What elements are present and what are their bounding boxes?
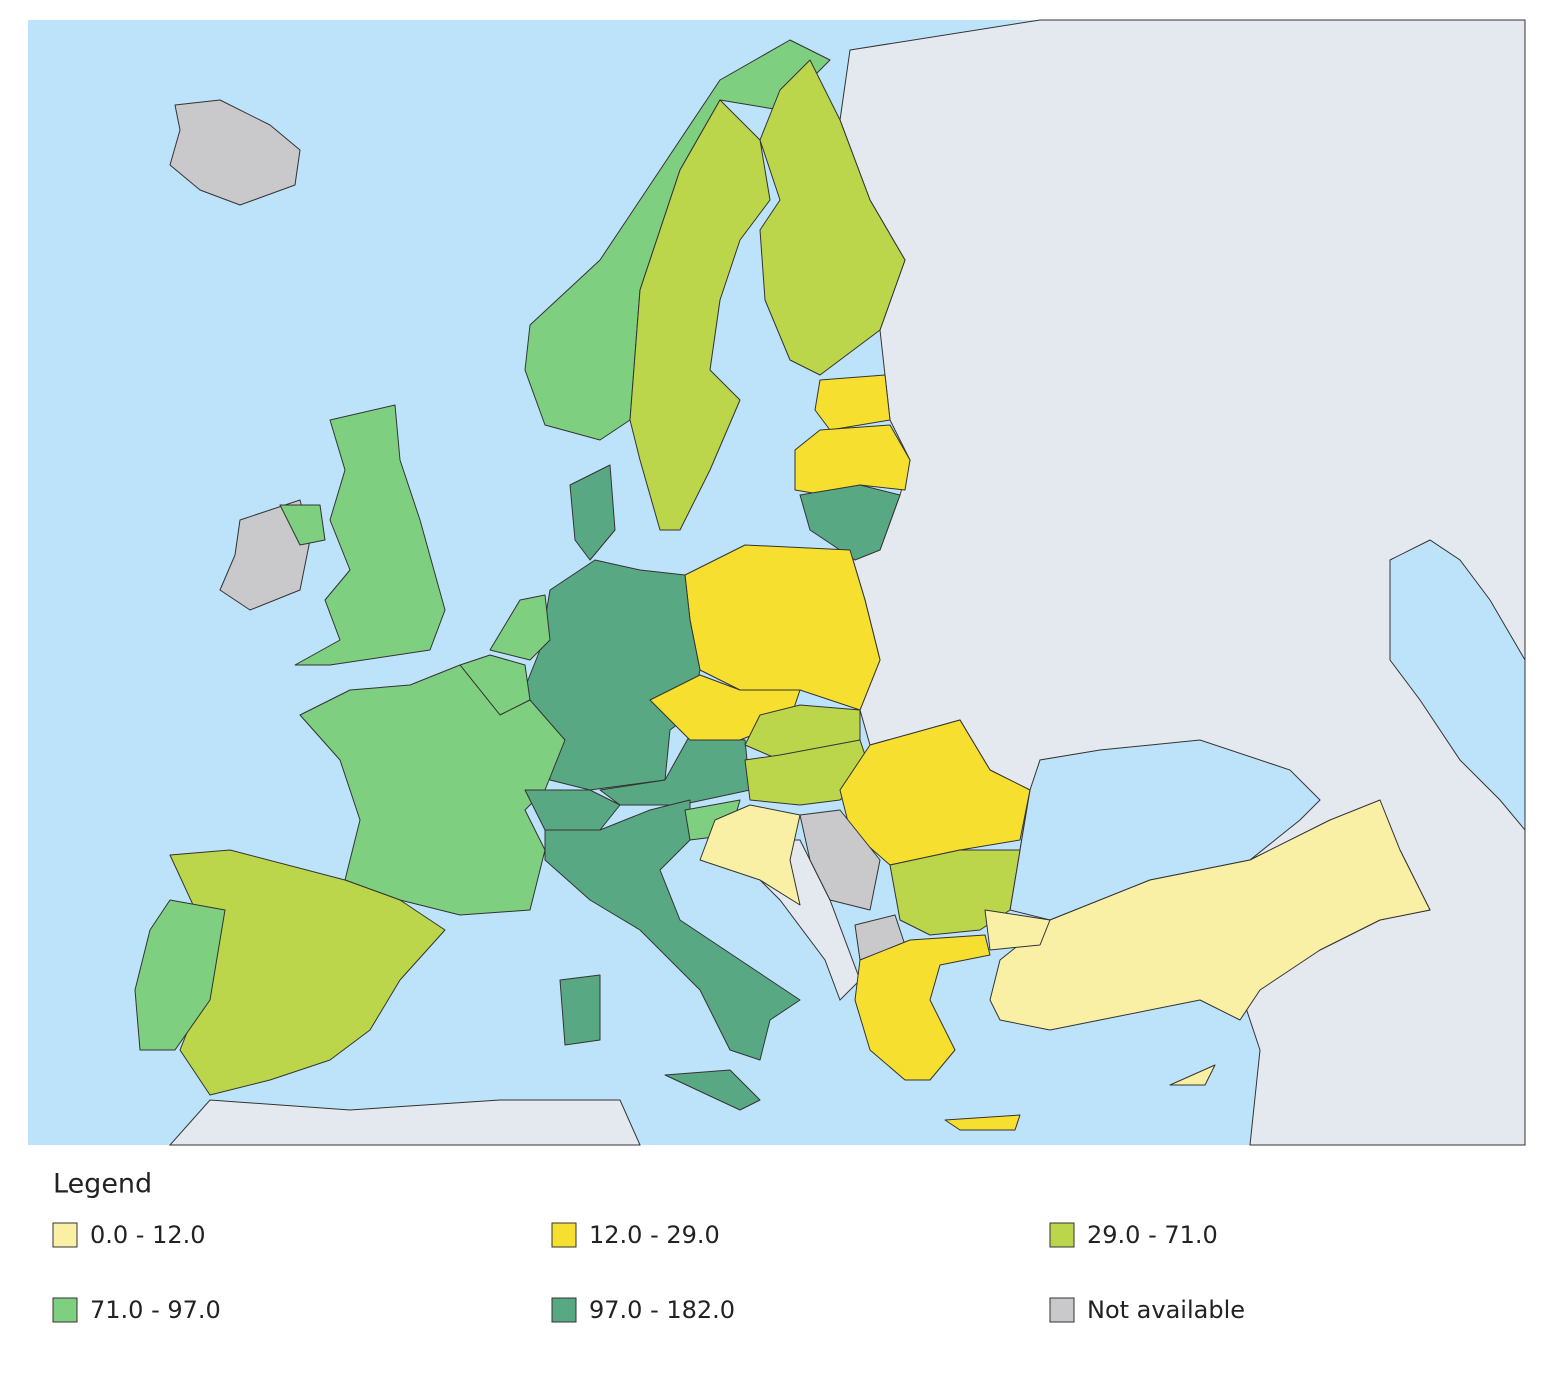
turkey	[989, 799, 1431, 1031]
france	[299, 664, 566, 916]
united-kingdom	[294, 404, 446, 666]
legend-swatch	[551, 1297, 577, 1323]
croatia	[699, 804, 801, 906]
legend-swatch	[1049, 1222, 1075, 1248]
sardinia	[559, 974, 601, 1046]
greece	[854, 934, 991, 1081]
legend: 0.0 - 12.0 12.0 - 29.0 29.0 - 71.0 71.0 - 9…	[52, 1221, 1245, 1324]
legend-label: 29.0 - 71.0	[1087, 1221, 1218, 1249]
legend-title: Legend	[53, 1169, 152, 1200]
crete	[944, 1114, 1021, 1131]
lithuania	[799, 484, 901, 561]
legend-label: 0.0 - 12.0	[90, 1221, 206, 1249]
iceland	[169, 99, 301, 206]
sweden	[629, 99, 771, 531]
turkey-europe	[984, 909, 1051, 951]
switzerland	[524, 789, 621, 831]
legend-label: 71.0 - 97.0	[90, 1296, 221, 1324]
italy	[544, 799, 801, 1061]
legend-label: 97.0 - 182.0	[589, 1296, 735, 1324]
finland	[759, 59, 906, 376]
romania	[839, 719, 1031, 866]
denmark	[569, 464, 616, 561]
cyprus	[1169, 1064, 1216, 1086]
legend-swatch	[52, 1297, 78, 1323]
legend-label: 12.0 - 29.0	[589, 1221, 720, 1249]
serbia	[799, 809, 881, 911]
estonia	[814, 374, 891, 431]
netherlands	[489, 594, 551, 661]
sicily	[664, 1069, 761, 1111]
legend-swatch	[1049, 1297, 1075, 1323]
portugal	[134, 899, 226, 1051]
legend-swatch	[551, 1222, 577, 1248]
latvia	[794, 424, 911, 496]
caspian-sea	[1389, 539, 1526, 832]
northern-ireland	[279, 504, 326, 546]
africa	[168, 1099, 641, 1146]
legend-swatch	[52, 1222, 78, 1248]
map	[28, 19, 1526, 1146]
legend-label: Not available	[1087, 1296, 1245, 1324]
